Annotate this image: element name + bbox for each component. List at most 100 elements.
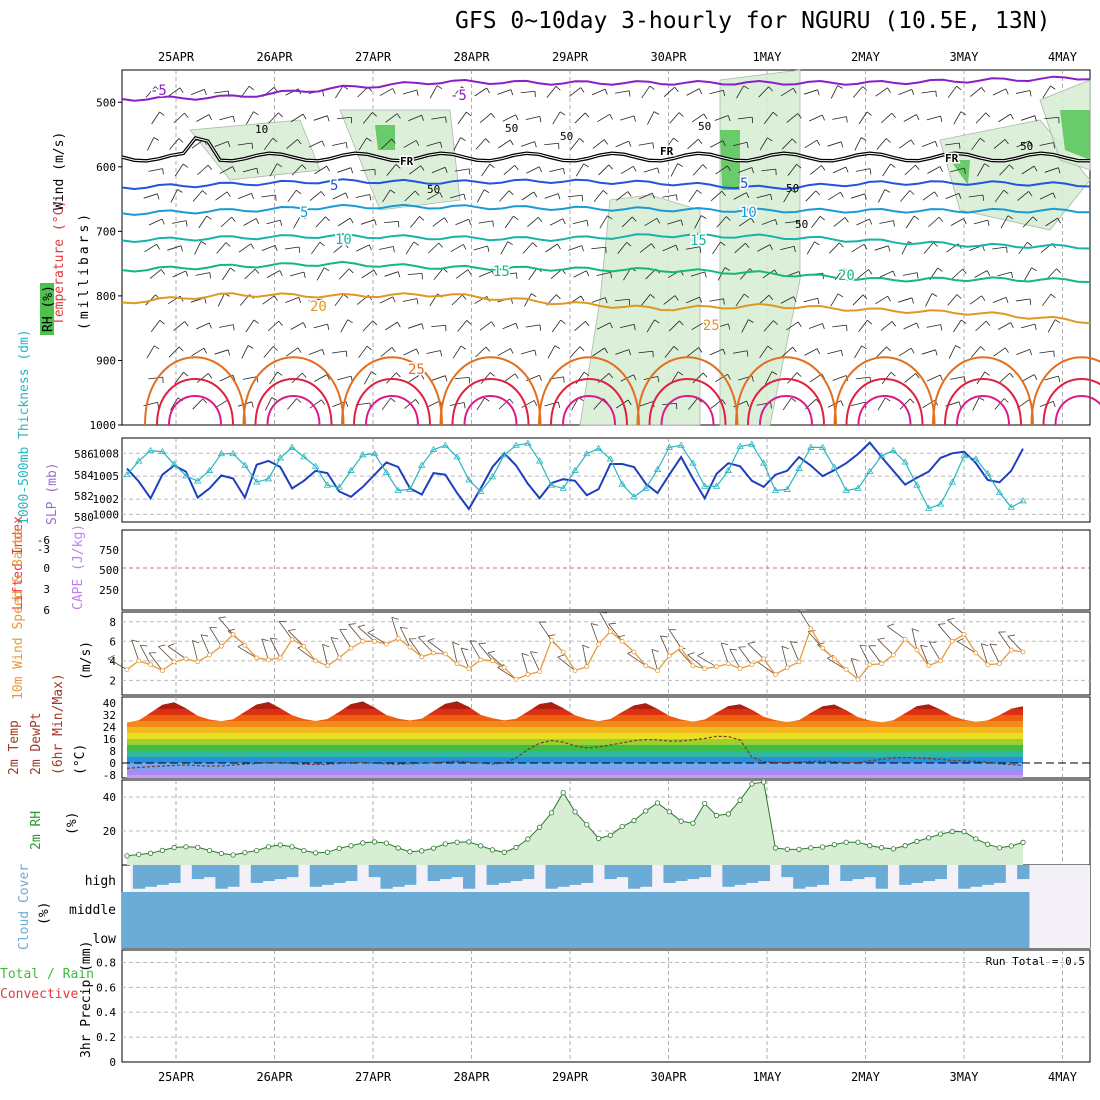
wind-barb-staff (922, 191, 935, 201)
wind-barb-staff (591, 88, 606, 96)
cloud-cell (1017, 892, 1030, 920)
cloud-cell (687, 865, 700, 880)
temp-tick: 24 (103, 721, 117, 734)
cloud-cell (439, 865, 452, 880)
wind-barb-staff (216, 242, 227, 254)
cloud-cell (569, 920, 582, 948)
wind-barb-flag (841, 350, 843, 357)
rh-marker (206, 847, 213, 854)
wind-barb (337, 217, 354, 227)
cloud-cell (215, 865, 228, 889)
wind-barb-flag (416, 89, 419, 96)
temp-band (127, 763, 1024, 769)
wind-barb-staff (497, 348, 511, 356)
thickness-marker (948, 478, 957, 485)
axis-label-rh2m: 2m RH (29, 811, 44, 850)
wind-barb-staff (737, 116, 753, 120)
wind-barb-flag (490, 113, 496, 119)
rh-marker (548, 810, 555, 816)
wind-barb-flag (979, 137, 985, 143)
wind-barb-flag (439, 192, 443, 198)
date-label-bottom: 2MAY (851, 1070, 881, 1084)
surface-barb-flag (669, 629, 677, 631)
wind-barb-staff (857, 269, 869, 279)
wind-speed-marker (501, 665, 507, 671)
wind-barb-staff (620, 165, 634, 175)
wind-barb (198, 215, 212, 229)
thickness-marker (606, 455, 615, 462)
surface-barb-flag (279, 620, 287, 622)
wind-barb (449, 402, 466, 409)
cloud-cell (651, 892, 664, 920)
wind-barb-flag (958, 193, 962, 199)
wind-barb-flag (232, 166, 236, 172)
wind-barb-flag (533, 400, 538, 406)
rh-high-shade (1060, 110, 1090, 160)
wind-barb (454, 168, 471, 175)
surface-barb-flag (747, 641, 755, 644)
thickness-marker (465, 476, 473, 483)
cloud-cell (745, 892, 759, 920)
wind-barb (975, 320, 991, 332)
surface-barb-flag (981, 643, 989, 647)
surface-barb-staff (399, 627, 411, 648)
wind-barb-staff (850, 193, 865, 199)
wind-barb-staff (214, 349, 229, 355)
cloud-cell (262, 865, 275, 882)
wind-barb-staff (692, 164, 703, 176)
wind-barb-staff (149, 269, 162, 279)
wind-barb-staff (882, 163, 891, 177)
wind-barb (643, 167, 660, 174)
wind-barb-staff (829, 242, 840, 254)
cloud-cell (569, 865, 582, 885)
wind-barb (379, 88, 396, 96)
wind-barb (148, 218, 165, 226)
wind-barb-staff (173, 112, 185, 124)
li-tick: 6 (43, 604, 50, 617)
wind-barb-staff (1042, 85, 1051, 99)
wind-barb-flag (485, 138, 490, 144)
rh-contour-label: 50 (560, 130, 573, 143)
wind-barb (898, 297, 914, 304)
panel-frame (121, 529, 1091, 611)
wind-barb-flag (1052, 192, 1056, 199)
wind-barb-staff (333, 243, 346, 253)
wind-barb-flag (884, 397, 891, 402)
rh-marker (584, 822, 590, 828)
wind-barb (478, 220, 494, 227)
cloud-cell (274, 865, 287, 880)
wind-barb (787, 163, 802, 176)
surface-barb-staff (790, 641, 800, 662)
wind-barb-flag (206, 215, 212, 220)
cloud-cell (356, 892, 370, 920)
surface-barb-staff (989, 643, 1000, 664)
wind-barb (1016, 348, 1033, 356)
cloud-cell (875, 920, 888, 948)
cloud-cell (533, 920, 547, 948)
isotherm-loop (648, 378, 727, 426)
wind-barb-staff (550, 268, 563, 280)
wind-barb-flag (204, 89, 207, 95)
wind-barb-flag (1052, 401, 1056, 407)
wind-barb-staff (408, 165, 421, 175)
wind-barb-flag (421, 273, 423, 280)
wind-barb-flag (579, 346, 585, 352)
surface-barb-staff (928, 641, 941, 662)
wind-barb-flag (256, 168, 259, 174)
wind-barb-staff (380, 138, 392, 150)
wind-barb-staff (451, 294, 463, 306)
cloud-cell (899, 865, 912, 885)
wind-barb-flag (745, 242, 750, 248)
wind-barb (408, 373, 425, 383)
cloud-cell (168, 892, 181, 920)
wind-barb-staff (641, 85, 651, 99)
li-tick: -3 (37, 543, 50, 556)
wind-barb (972, 397, 985, 411)
cloud-cell (816, 920, 830, 948)
surface-wind-barb (920, 644, 930, 666)
cloud-cell (345, 865, 358, 882)
wind-barb-flag (702, 372, 708, 378)
wind-barb-staff (1024, 267, 1032, 281)
cloud-cell (286, 865, 299, 878)
wind-barb (646, 319, 660, 333)
